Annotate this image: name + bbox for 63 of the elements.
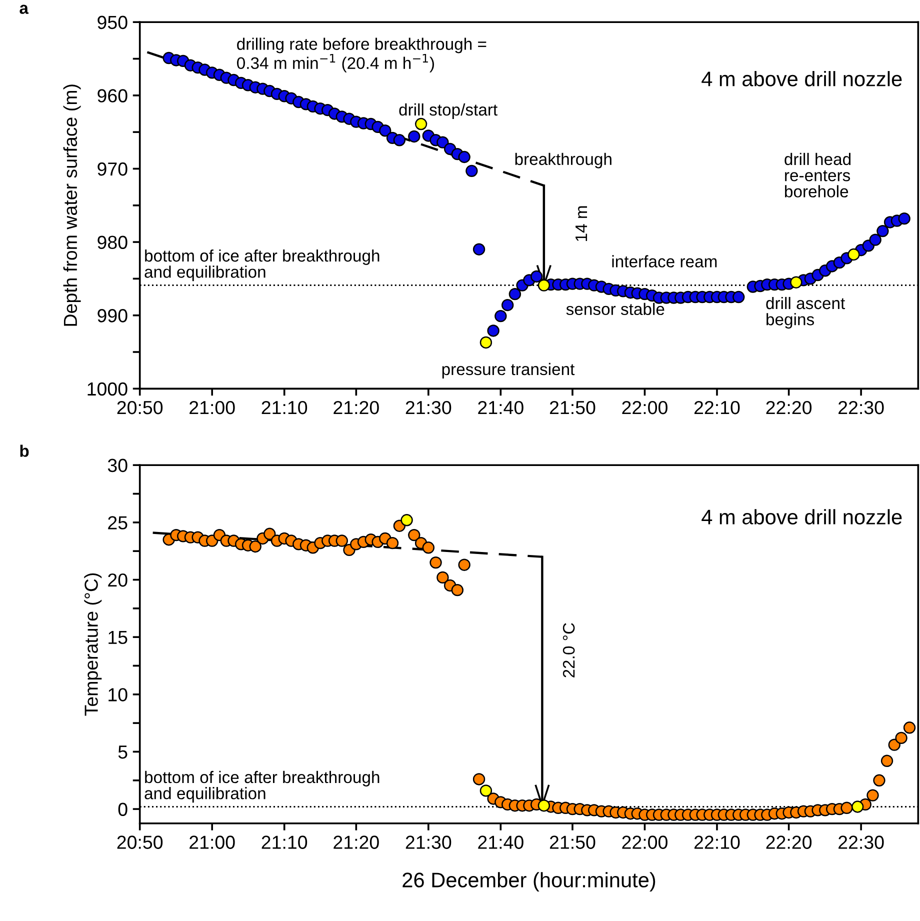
y-tick-label: 25 bbox=[108, 516, 128, 530]
x-tick-label: 21:30 bbox=[406, 836, 452, 849]
x-tick-label: 22:30 bbox=[838, 836, 884, 849]
chart-title: a bbox=[20, 4, 29, 14]
x-tick-label: 22:00 bbox=[622, 836, 668, 849]
y-tick-label: 5 bbox=[118, 746, 128, 759]
chart-title: b bbox=[20, 444, 29, 457]
annotation: 22.0 °C bbox=[562, 623, 575, 678]
point bbox=[538, 800, 550, 812]
y-axis-title: Temperature (°C) bbox=[84, 573, 102, 716]
x-tick-label: 21:00 bbox=[190, 400, 235, 414]
annotation: drill ascent begins bbox=[766, 296, 846, 329]
x-tick-label: 22:30 bbox=[838, 400, 884, 414]
point bbox=[480, 784, 492, 797]
annotation: 4 m above drill nozzle bbox=[702, 509, 902, 524]
x-tick-label: 22:00 bbox=[622, 400, 668, 414]
x-tick-label: 21:20 bbox=[334, 400, 379, 414]
y-tick-label: 20 bbox=[108, 573, 128, 587]
ref-line-label: bottom of ice after breakthrough and equilibration bbox=[144, 249, 380, 282]
x-tick-label: 21:50 bbox=[550, 400, 596, 414]
y-tick-label: 990 bbox=[98, 309, 128, 322]
y-axis-title: Depth from water surface (m) bbox=[63, 84, 81, 326]
y-tick-label: 950 bbox=[98, 16, 128, 30]
annotation: 4 m above drill nozzle bbox=[702, 71, 902, 86]
y-tick-label: 10 bbox=[108, 688, 128, 702]
x-tick-label: 20:50 bbox=[117, 400, 163, 414]
annotation: 14 m bbox=[576, 206, 588, 241]
point bbox=[851, 800, 864, 813]
x-tick-label: 22:10 bbox=[694, 400, 740, 414]
y-tick-label: 980 bbox=[98, 236, 128, 250]
y-tick-label: 15 bbox=[108, 630, 128, 644]
x-tick-label: 21:10 bbox=[262, 836, 308, 849]
annotation: drill stop/start bbox=[399, 103, 498, 119]
point bbox=[480, 336, 492, 349]
x-tick-label: 22:10 bbox=[694, 836, 740, 849]
y-tick-label: 30 bbox=[108, 458, 128, 472]
point bbox=[400, 514, 413, 526]
x-tick-label: 21:50 bbox=[550, 836, 596, 849]
annotation: pressure transient bbox=[442, 362, 575, 378]
x-tick-label: 21:40 bbox=[478, 400, 524, 414]
x-tick-label: 22:20 bbox=[766, 400, 812, 414]
x-tick-label: 22:20 bbox=[766, 836, 812, 849]
y-tick-label: 960 bbox=[98, 89, 128, 102]
annotation: drilling rate before breakthrough = 0.34 m min$^{−1}$ (20.4 m h$^{−1}$) bbox=[237, 38, 486, 72]
x-tick-label: 21:20 bbox=[334, 836, 379, 849]
point bbox=[414, 118, 428, 130]
annotation: interface ream bbox=[612, 255, 717, 268]
annotation: drill head re-enters borehole bbox=[784, 152, 851, 198]
point bbox=[848, 248, 860, 261]
y-tick-label: 970 bbox=[98, 162, 128, 176]
x-axis-title: 26 December (hour:minute) bbox=[402, 872, 656, 892]
y-tick-label: 1000 bbox=[88, 382, 128, 396]
x-tick-label: 20:50 bbox=[117, 836, 163, 849]
x-tick-label: 21:10 bbox=[262, 400, 308, 414]
annotation: breakthrough bbox=[515, 152, 612, 168]
annotation: sensor stable bbox=[566, 302, 664, 316]
x-tick-label: 21:30 bbox=[406, 400, 452, 414]
y-tick-label: 0 bbox=[118, 802, 128, 816]
x-tick-label: 21:00 bbox=[190, 836, 235, 849]
point bbox=[538, 279, 550, 292]
point bbox=[790, 276, 802, 288]
ref-line-label: bottom of ice after breakthrough and equilibration bbox=[144, 770, 380, 803]
x-tick-label: 21:40 bbox=[478, 836, 524, 849]
